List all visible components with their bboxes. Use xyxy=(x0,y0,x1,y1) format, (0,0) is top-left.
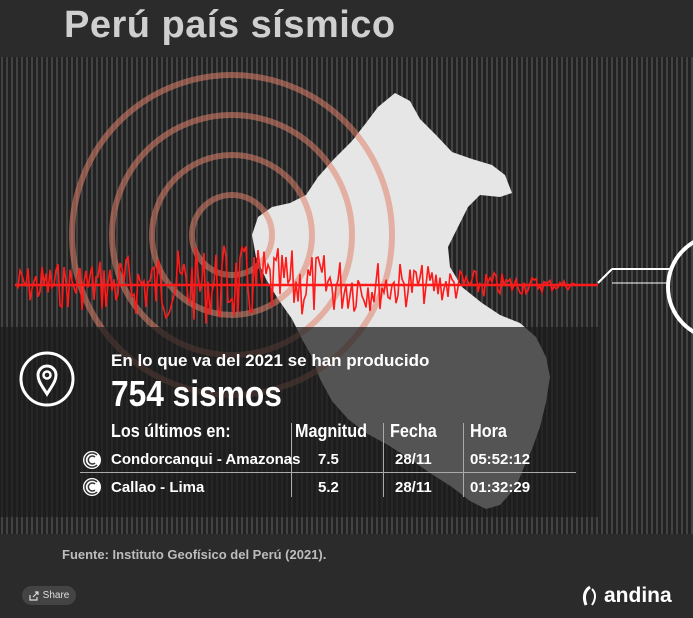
column-divider xyxy=(291,423,292,497)
row-date: 28/11 xyxy=(395,451,432,468)
row-place: Condorcanqui - Amazonas xyxy=(111,451,301,468)
column-divider xyxy=(383,423,384,497)
location-pin-icon xyxy=(19,351,75,407)
row-date: 28/11 xyxy=(395,479,432,496)
brand-name: andina xyxy=(604,584,672,607)
summary-subtitle: En lo que va del 2021 se han producido xyxy=(111,351,430,370)
brand-logo[interactable]: andina xyxy=(580,583,672,609)
andina-logo-icon xyxy=(582,585,596,606)
row-magnitude: 7.5 xyxy=(318,451,339,468)
seismic-wave xyxy=(14,245,598,324)
source-note: Fuente: Instituto Geofísico del Perú (20… xyxy=(62,547,327,562)
page-title: Perú país sísmico xyxy=(64,4,396,46)
share-button[interactable]: Share xyxy=(22,586,76,605)
row-time: 05:52:12 xyxy=(470,451,531,468)
share-label: Share xyxy=(42,590,70,601)
row-divider xyxy=(80,472,576,473)
header-time: Hora xyxy=(470,421,507,441)
column-divider xyxy=(463,423,464,497)
header-places: Los últimos en: xyxy=(111,421,231,441)
header-date: Fecha xyxy=(390,421,437,441)
header-magnitude: Magnitud xyxy=(295,421,367,441)
row-time: 01:32:29 xyxy=(470,479,531,496)
share-icon xyxy=(29,590,39,601)
seismic-wave-icon xyxy=(83,451,101,469)
row-magnitude: 5.2 xyxy=(318,479,339,496)
seismic-wave-icon xyxy=(83,478,101,496)
earthquake-count: 754 sismos xyxy=(111,373,282,414)
station-indicator xyxy=(597,240,693,334)
row-place: Callao - Lima xyxy=(111,479,205,496)
